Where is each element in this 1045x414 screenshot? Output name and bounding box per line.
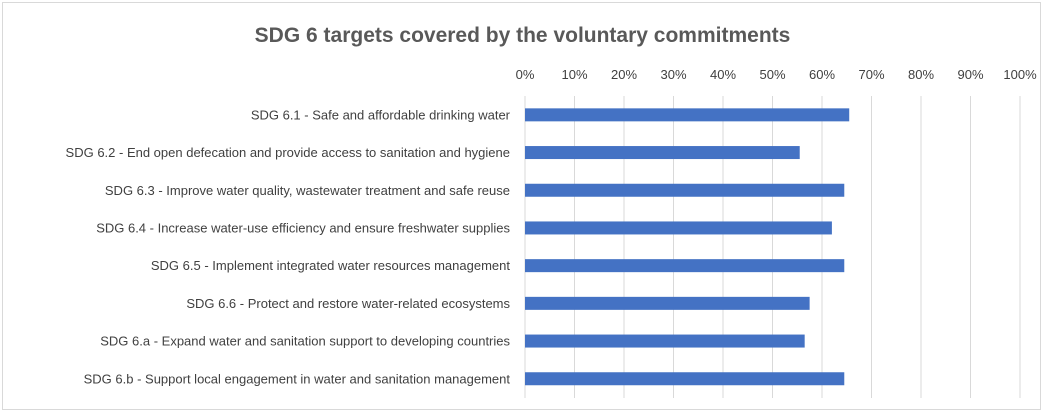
x-tick-label: 40% [710,67,736,82]
x-tick-label: 30% [660,67,686,82]
bars [525,108,850,386]
category-label: SDG 6.a - Expand water and sanitation su… [100,334,510,349]
bar [525,108,850,122]
x-tick-label: 60% [809,67,835,82]
bar [525,372,845,386]
x-tick-label: 0% [516,67,535,82]
chart-frame [2,2,1041,410]
category-label: SDG 6.2 - End open defecation and provid… [66,145,510,160]
gridlines [524,96,1021,398]
category-label: SDG 6.4 - Increase water-use efficiency … [96,220,510,235]
category-label: SDG 6.5 - Implement integrated water res… [151,258,511,273]
bar [525,259,845,273]
x-tick-label: 90% [957,67,983,82]
category-label: SDG 6.1 - Safe and affordable drinking w… [251,107,511,122]
category-label: SDG 6.6 - Protect and restore water-rela… [186,296,510,311]
x-tick-label: 20% [611,67,637,82]
chart-title: SDG 6 targets covered by the voluntary c… [254,24,791,47]
x-tick-label: 80% [908,67,934,82]
bar [525,296,810,310]
x-tick-label: 10% [561,67,587,82]
category-labels: SDG 6.1 - Safe and affordable drinking w… [66,107,511,386]
x-tick-label: 70% [858,67,884,82]
category-label: SDG 6.b - Support local engagement in wa… [84,371,511,386]
bar [525,221,832,235]
x-tick-label: 50% [759,67,785,82]
bar [525,146,800,160]
bar [525,334,805,348]
x-tick-label: 100% [1003,67,1037,82]
bar [525,183,845,197]
x-axis-ticks: 0% 10% 20% 30% 40% 50% 60% 70% 80% 90% 100% [516,67,1037,82]
category-label: SDG 6.3 - Improve water quality, wastewa… [105,183,510,198]
